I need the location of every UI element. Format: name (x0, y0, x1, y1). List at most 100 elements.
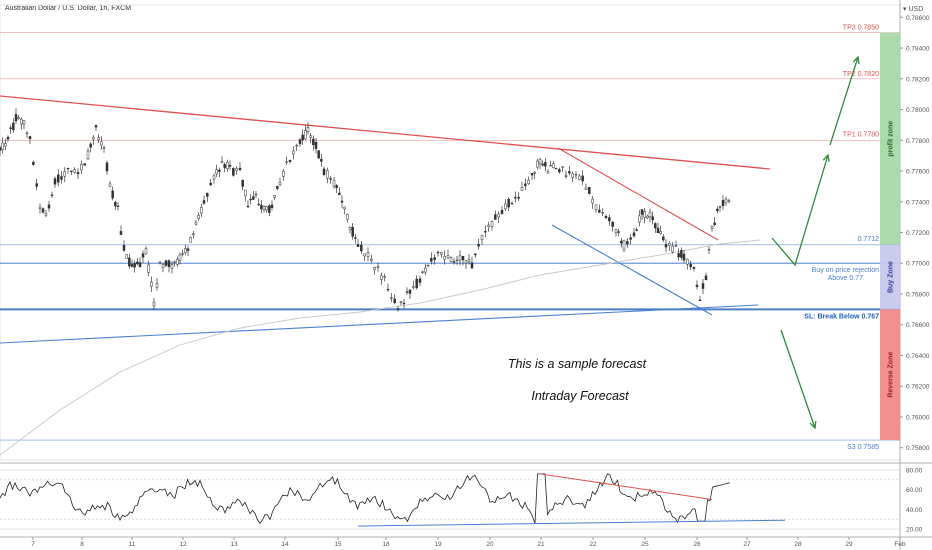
annotation-sample-forecast: This is a sample forecast (508, 357, 647, 371)
x-tick-label: 25 (641, 541, 649, 548)
candle-body (38, 206, 42, 209)
candle-body (312, 138, 315, 146)
candle-body (549, 164, 552, 167)
candle-body (640, 209, 644, 215)
candle-body (184, 248, 187, 254)
x-tick-label: 8 (80, 541, 84, 548)
candle-body (654, 223, 657, 229)
candle-body (564, 175, 568, 177)
candle-body (119, 231, 123, 235)
candle-body (393, 298, 396, 304)
candle-body (178, 254, 182, 261)
channel-support-line (551, 224, 713, 316)
candle-body (320, 158, 323, 162)
candle-body (591, 198, 594, 204)
candle-body (686, 258, 689, 265)
rsi-line (0, 473, 731, 524)
candle-body (659, 231, 662, 234)
x-tick-label: Feb (894, 541, 906, 548)
candle-body (202, 200, 206, 204)
candle-body (568, 171, 571, 174)
currency-dropdown-icon[interactable]: ▾ (903, 6, 909, 13)
candle-body (692, 267, 696, 269)
candle-body (464, 260, 468, 264)
candle-body (541, 163, 544, 166)
candle-body (20, 118, 23, 125)
candle-body (102, 147, 106, 149)
candle-body (130, 264, 134, 267)
candle-body (626, 241, 629, 245)
candle-body (354, 237, 357, 239)
candle-body (136, 261, 139, 265)
candle-body (314, 142, 318, 149)
candle-body (276, 186, 279, 189)
candle-body (668, 243, 671, 246)
buy-above-label: Above 0.77 (828, 275, 864, 282)
candle-body (35, 183, 38, 187)
tp1-label: TP1 0.7780 (843, 131, 879, 138)
candle-body (41, 208, 45, 213)
candle-body (122, 245, 126, 251)
candle-body (558, 169, 561, 173)
candle-body (632, 232, 636, 237)
x-tick-label: 22 (589, 541, 597, 548)
candle-body (209, 182, 212, 186)
candle-body (1, 142, 4, 150)
candle-body (701, 283, 705, 289)
candle-body (546, 171, 550, 174)
candle-body (360, 244, 363, 252)
chart-title: Australian Dollar / U.S. Dollar, 1h, FXC… (5, 5, 132, 12)
candle-body (648, 211, 652, 218)
candle-body (376, 266, 380, 268)
y-tick-label: 0.76000 (906, 414, 930, 421)
candle-body (721, 200, 725, 206)
candle-body (133, 263, 136, 268)
candle-body (83, 163, 86, 166)
candle-body (285, 161, 288, 163)
x-tick-label: 14 (281, 541, 289, 548)
y-tick-label: 0.78600 (906, 15, 930, 22)
candle-body (707, 249, 711, 251)
candle-body (480, 235, 484, 240)
y-tick-label: 0.77000 (906, 261, 930, 268)
candle-body (348, 226, 352, 231)
y-tick-label: 0.77200 (906, 230, 930, 237)
candle-body (504, 203, 507, 210)
candle-body (490, 221, 494, 227)
price-levels: TP3 0.7850 TP2 0.7820 TP1 0.7780 0.7712 Buy … (0, 25, 900, 451)
x-tick-label: 12 (179, 541, 187, 548)
candle-body (713, 222, 716, 226)
candle-body (470, 262, 474, 269)
x-tick-label: 29 (845, 541, 853, 548)
x-tick-label: 27 (743, 541, 751, 548)
candle-body (449, 257, 453, 262)
candle-body (257, 203, 260, 206)
candle-body (111, 190, 114, 199)
forecast-arrow-s3-head (809, 420, 817, 430)
candle-body (497, 213, 500, 218)
candle-body (14, 114, 18, 122)
candle-body (228, 165, 232, 167)
candle-body (63, 171, 66, 177)
candle-body (138, 262, 142, 268)
candle-body (383, 276, 386, 278)
y-tick-label: 0.78200 (906, 76, 930, 83)
candle-body (220, 161, 224, 163)
candle-body (380, 275, 383, 280)
candle-body (105, 162, 109, 172)
candle-body (66, 167, 70, 170)
candle-body (484, 231, 487, 233)
candle-body (415, 278, 418, 289)
candle-body (232, 168, 235, 176)
candle-body (92, 136, 95, 140)
candle-body (461, 255, 465, 261)
candle-body (405, 291, 409, 293)
candle-body (235, 168, 238, 172)
candle-body (152, 301, 156, 307)
candle-body (399, 300, 403, 303)
currency-value: USD (908, 6, 924, 13)
candle-body (433, 257, 436, 260)
candle-body (332, 180, 336, 187)
candle-body (218, 169, 221, 172)
